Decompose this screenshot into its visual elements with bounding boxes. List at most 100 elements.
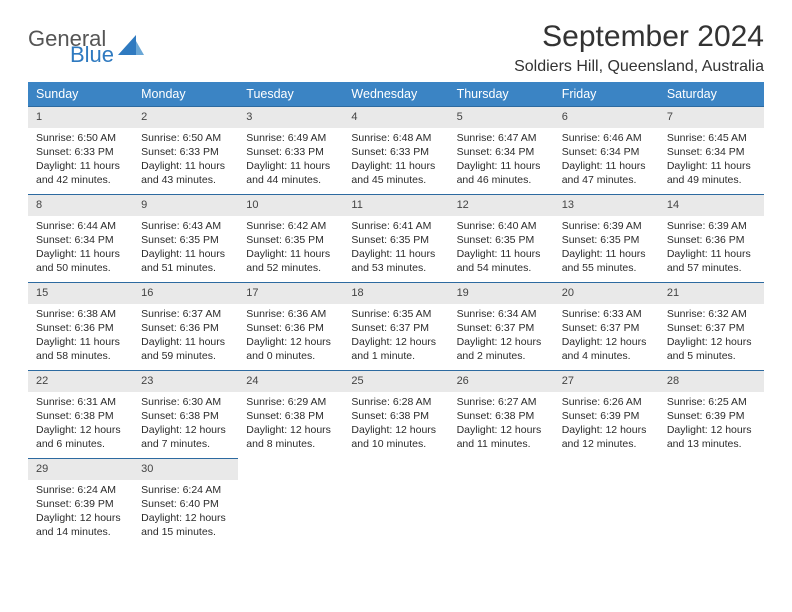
calendar-day-cell: 27Sunrise: 6:26 AMSunset: 6:39 PMDayligh… bbox=[554, 371, 659, 459]
sunrise-text: Sunrise: 6:38 AM bbox=[36, 307, 125, 321]
calendar-day-cell: 14Sunrise: 6:39 AMSunset: 6:36 PMDayligh… bbox=[659, 195, 764, 283]
calendar-week-row: 1Sunrise: 6:50 AMSunset: 6:33 PMDaylight… bbox=[28, 107, 764, 195]
calendar-table: Sunday Monday Tuesday Wednesday Thursday… bbox=[28, 82, 764, 547]
calendar-day-cell: 22Sunrise: 6:31 AMSunset: 6:38 PMDayligh… bbox=[28, 371, 133, 459]
sunset-text: Sunset: 6:36 PM bbox=[667, 233, 756, 247]
day-number: 11 bbox=[343, 195, 448, 216]
month-title: September 2024 bbox=[514, 20, 764, 54]
day-details: Sunrise: 6:31 AMSunset: 6:38 PMDaylight:… bbox=[28, 392, 133, 455]
sunset-text: Sunset: 6:35 PM bbox=[141, 233, 230, 247]
sunrise-text: Sunrise: 6:50 AM bbox=[36, 131, 125, 145]
location-text: Soldiers Hill, Queensland, Australia bbox=[514, 58, 764, 76]
calendar-day-cell: 17Sunrise: 6:36 AMSunset: 6:36 PMDayligh… bbox=[238, 283, 343, 371]
sunset-text: Sunset: 6:36 PM bbox=[246, 321, 335, 335]
weekday-sunday: Sunday bbox=[28, 82, 133, 107]
day-details: Sunrise: 6:39 AMSunset: 6:35 PMDaylight:… bbox=[554, 216, 659, 279]
weekday-wednesday: Wednesday bbox=[343, 82, 448, 107]
day-number: 8 bbox=[28, 195, 133, 216]
day-number: 18 bbox=[343, 283, 448, 304]
calendar-day-cell: 11Sunrise: 6:41 AMSunset: 6:35 PMDayligh… bbox=[343, 195, 448, 283]
day-number: 9 bbox=[133, 195, 238, 216]
sunset-text: Sunset: 6:37 PM bbox=[562, 321, 651, 335]
sunset-text: Sunset: 6:34 PM bbox=[667, 145, 756, 159]
sunrise-text: Sunrise: 6:42 AM bbox=[246, 219, 335, 233]
daylight-line1: Daylight: 11 hours bbox=[351, 159, 440, 173]
daylight-line2: and 42 minutes. bbox=[36, 173, 125, 187]
day-details: Sunrise: 6:29 AMSunset: 6:38 PMDaylight:… bbox=[238, 392, 343, 455]
sunset-text: Sunset: 6:36 PM bbox=[141, 321, 230, 335]
daylight-line1: Daylight: 11 hours bbox=[246, 159, 335, 173]
calendar-day-cell: 20Sunrise: 6:33 AMSunset: 6:37 PMDayligh… bbox=[554, 283, 659, 371]
day-number: 24 bbox=[238, 371, 343, 392]
daylight-line2: and 5 minutes. bbox=[667, 349, 756, 363]
day-details: Sunrise: 6:44 AMSunset: 6:34 PMDaylight:… bbox=[28, 216, 133, 279]
logo-text-wrap: General Blue bbox=[28, 28, 114, 66]
sunrise-text: Sunrise: 6:24 AM bbox=[36, 483, 125, 497]
sunrise-text: Sunrise: 6:41 AM bbox=[351, 219, 440, 233]
calendar-day-cell: 6Sunrise: 6:46 AMSunset: 6:34 PMDaylight… bbox=[554, 107, 659, 195]
day-number: 30 bbox=[133, 459, 238, 480]
calendar-week-row: 29Sunrise: 6:24 AMSunset: 6:39 PMDayligh… bbox=[28, 459, 764, 547]
weekday-saturday: Saturday bbox=[659, 82, 764, 107]
day-details: Sunrise: 6:40 AMSunset: 6:35 PMDaylight:… bbox=[449, 216, 554, 279]
calendar-day-cell: 13Sunrise: 6:39 AMSunset: 6:35 PMDayligh… bbox=[554, 195, 659, 283]
calendar-head: Sunday Monday Tuesday Wednesday Thursday… bbox=[28, 82, 764, 107]
weekday-row: Sunday Monday Tuesday Wednesday Thursday… bbox=[28, 82, 764, 107]
daylight-line2: and 8 minutes. bbox=[246, 437, 335, 451]
sunrise-text: Sunrise: 6:28 AM bbox=[351, 395, 440, 409]
day-number: 15 bbox=[28, 283, 133, 304]
day-number: 14 bbox=[659, 195, 764, 216]
day-details: Sunrise: 6:32 AMSunset: 6:37 PMDaylight:… bbox=[659, 304, 764, 367]
daylight-line1: Daylight: 11 hours bbox=[36, 159, 125, 173]
day-details: Sunrise: 6:30 AMSunset: 6:38 PMDaylight:… bbox=[133, 392, 238, 455]
daylight-line2: and 1 minute. bbox=[351, 349, 440, 363]
calendar-week-row: 15Sunrise: 6:38 AMSunset: 6:36 PMDayligh… bbox=[28, 283, 764, 371]
sunset-text: Sunset: 6:40 PM bbox=[141, 497, 230, 511]
sunset-text: Sunset: 6:38 PM bbox=[36, 409, 125, 423]
calendar-day-cell bbox=[343, 459, 448, 547]
calendar-day-cell: 30Sunrise: 6:24 AMSunset: 6:40 PMDayligh… bbox=[133, 459, 238, 547]
calendar-day-cell: 15Sunrise: 6:38 AMSunset: 6:36 PMDayligh… bbox=[28, 283, 133, 371]
day-number: 3 bbox=[238, 107, 343, 128]
day-details: Sunrise: 6:46 AMSunset: 6:34 PMDaylight:… bbox=[554, 128, 659, 191]
sunset-text: Sunset: 6:35 PM bbox=[351, 233, 440, 247]
day-details: Sunrise: 6:39 AMSunset: 6:36 PMDaylight:… bbox=[659, 216, 764, 279]
daylight-line2: and 10 minutes. bbox=[351, 437, 440, 451]
calendar-day-cell: 12Sunrise: 6:40 AMSunset: 6:35 PMDayligh… bbox=[449, 195, 554, 283]
sunset-text: Sunset: 6:37 PM bbox=[667, 321, 756, 335]
calendar-body: 1Sunrise: 6:50 AMSunset: 6:33 PMDaylight… bbox=[28, 107, 764, 547]
calendar-day-cell: 3Sunrise: 6:49 AMSunset: 6:33 PMDaylight… bbox=[238, 107, 343, 195]
day-details: Sunrise: 6:34 AMSunset: 6:37 PMDaylight:… bbox=[449, 304, 554, 367]
daylight-line2: and 50 minutes. bbox=[36, 261, 125, 275]
day-number: 7 bbox=[659, 107, 764, 128]
sunrise-text: Sunrise: 6:39 AM bbox=[667, 219, 756, 233]
day-number: 13 bbox=[554, 195, 659, 216]
sunrise-text: Sunrise: 6:34 AM bbox=[457, 307, 546, 321]
day-number: 21 bbox=[659, 283, 764, 304]
day-number: 5 bbox=[449, 107, 554, 128]
calendar-day-cell: 10Sunrise: 6:42 AMSunset: 6:35 PMDayligh… bbox=[238, 195, 343, 283]
daylight-line1: Daylight: 12 hours bbox=[351, 423, 440, 437]
calendar-day-cell: 24Sunrise: 6:29 AMSunset: 6:38 PMDayligh… bbox=[238, 371, 343, 459]
daylight-line1: Daylight: 12 hours bbox=[667, 423, 756, 437]
daylight-line2: and 52 minutes. bbox=[246, 261, 335, 275]
sunset-text: Sunset: 6:35 PM bbox=[562, 233, 651, 247]
sunrise-text: Sunrise: 6:36 AM bbox=[246, 307, 335, 321]
calendar-week-row: 8Sunrise: 6:44 AMSunset: 6:34 PMDaylight… bbox=[28, 195, 764, 283]
calendar-day-cell: 8Sunrise: 6:44 AMSunset: 6:34 PMDaylight… bbox=[28, 195, 133, 283]
daylight-line2: and 55 minutes. bbox=[562, 261, 651, 275]
sunrise-text: Sunrise: 6:46 AM bbox=[562, 131, 651, 145]
daylight-line1: Daylight: 11 hours bbox=[141, 335, 230, 349]
day-details: Sunrise: 6:45 AMSunset: 6:34 PMDaylight:… bbox=[659, 128, 764, 191]
sunrise-text: Sunrise: 6:27 AM bbox=[457, 395, 546, 409]
logo-blue-text: Blue bbox=[70, 44, 114, 66]
daylight-line1: Daylight: 12 hours bbox=[667, 335, 756, 349]
day-number: 6 bbox=[554, 107, 659, 128]
daylight-line2: and 0 minutes. bbox=[246, 349, 335, 363]
sunrise-text: Sunrise: 6:26 AM bbox=[562, 395, 651, 409]
day-details: Sunrise: 6:49 AMSunset: 6:33 PMDaylight:… bbox=[238, 128, 343, 191]
daylight-line2: and 12 minutes. bbox=[562, 437, 651, 451]
calendar-day-cell: 28Sunrise: 6:25 AMSunset: 6:39 PMDayligh… bbox=[659, 371, 764, 459]
day-number: 4 bbox=[343, 107, 448, 128]
daylight-line2: and 2 minutes. bbox=[457, 349, 546, 363]
